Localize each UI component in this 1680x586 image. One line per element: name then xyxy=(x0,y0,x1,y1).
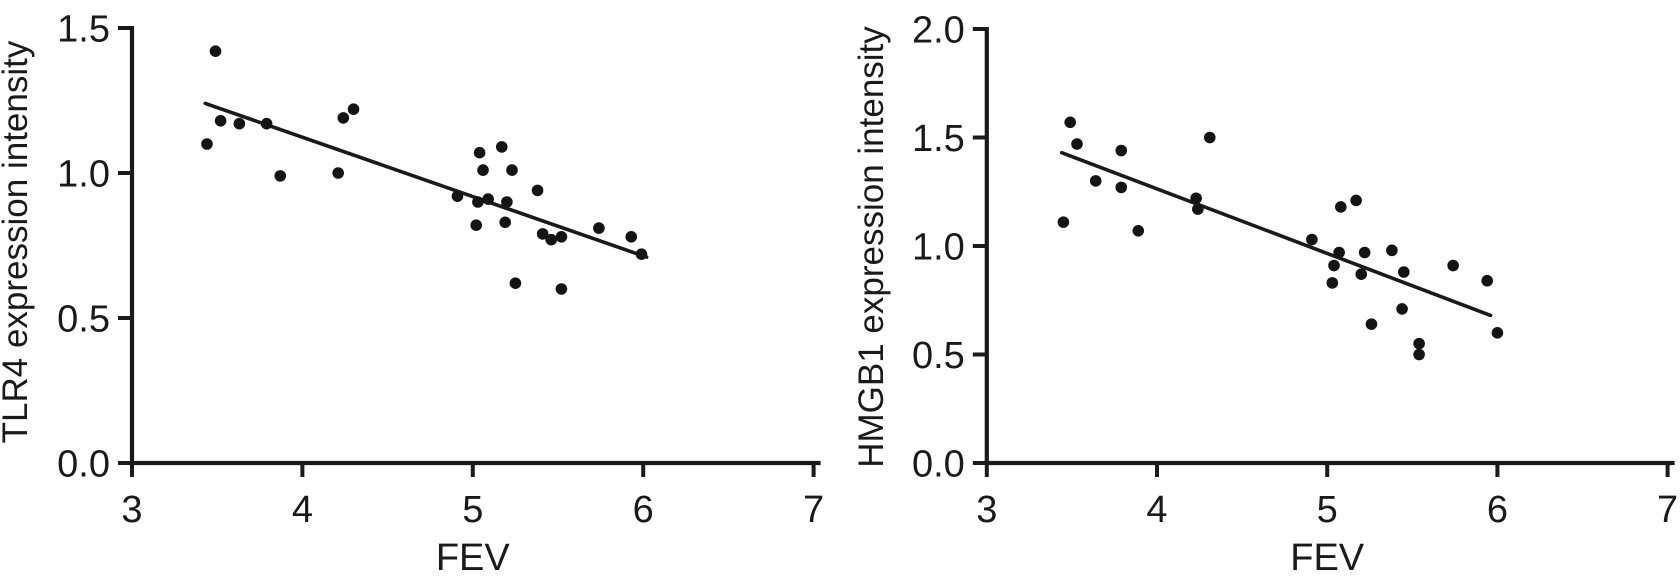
y-tick-label: 0.0 xyxy=(57,444,110,486)
scatter-point xyxy=(625,231,638,243)
scatter-point xyxy=(499,216,511,229)
scatter-point xyxy=(1396,303,1408,315)
scatter-point xyxy=(1413,348,1425,361)
scatter-point xyxy=(1491,327,1504,339)
scatter-point xyxy=(555,231,568,243)
x-tick-label: 5 xyxy=(1317,489,1338,531)
scatter-point xyxy=(214,115,227,127)
scatter-point xyxy=(536,228,549,240)
scatter-point xyxy=(545,233,557,246)
scatter-point xyxy=(509,277,522,290)
x-tick-label: 7 xyxy=(803,489,824,531)
scatter-point xyxy=(495,141,508,153)
scatter-point xyxy=(1203,131,1216,144)
y-tick-label: 0.5 xyxy=(912,335,965,377)
scatter-point xyxy=(1132,225,1145,237)
scatter-point xyxy=(501,196,513,208)
scatter-point xyxy=(1326,277,1339,289)
scatter-point xyxy=(1397,266,1410,278)
tlr4-chart-panel: 3 4 5 6 7 0.0 0.5 1.0 1.5 FEV TLR4 expression inte… xyxy=(0,9,824,580)
x-tick-label: 7 xyxy=(1657,489,1678,531)
y-tick-label: 1.5 xyxy=(57,9,110,51)
x-tick-label: 3 xyxy=(121,489,142,531)
scatter-point xyxy=(1115,144,1128,157)
scatter-point xyxy=(1358,246,1371,259)
scatter-point xyxy=(1089,175,1102,187)
x-axis-title: FEV xyxy=(436,537,511,579)
scatter-point xyxy=(472,196,484,208)
scatter-point xyxy=(337,112,350,124)
x-tick-label: 4 xyxy=(292,489,313,531)
scatter-point xyxy=(506,164,518,176)
scatter-point xyxy=(1355,268,1368,281)
scatter-point xyxy=(332,167,344,179)
scatter-point xyxy=(1306,233,1318,246)
scatter-point xyxy=(347,103,360,115)
scatter-point xyxy=(1071,138,1083,150)
scatter-point xyxy=(1386,244,1398,257)
scatter-point xyxy=(1365,318,1378,330)
scatter-point xyxy=(1333,246,1345,259)
scatter-point xyxy=(1057,216,1070,228)
x-tick-label: 4 xyxy=(1146,489,1167,531)
x-tick-label: 5 xyxy=(462,489,483,531)
scatter-point xyxy=(209,45,222,57)
tlr4-scatter-chart: 3 4 5 6 7 0.0 0.5 1.0 1.5 FEV TLR4 expression inte… xyxy=(0,9,824,580)
scatter-point xyxy=(201,138,213,150)
scatter-point xyxy=(477,164,489,176)
x-tick-label: 6 xyxy=(633,489,654,531)
scatter-point xyxy=(274,170,287,182)
scatter-point xyxy=(555,283,568,295)
y-axis-title: HMGB1 expression intensity xyxy=(852,26,891,468)
scatter-point xyxy=(470,219,483,231)
hmgb1-chart-panel: 3 4 5 6 7 0.0 0.5 1.0 1.5 2.0 FEV HMGB1 expression … xyxy=(840,0,1680,586)
scatter-point xyxy=(593,222,605,234)
y-axis-title: TLR4 expression intensity xyxy=(0,40,35,443)
scatter-point xyxy=(1190,192,1202,205)
scatter-point xyxy=(1115,181,1128,194)
scatter-point xyxy=(531,184,544,197)
scatter-point xyxy=(1328,259,1340,272)
scatter-point xyxy=(1350,194,1362,207)
y-tick-label: 1.5 xyxy=(912,118,965,160)
y-tick-label: 1.0 xyxy=(57,154,110,196)
y-tick-label: 0.0 xyxy=(912,444,965,486)
scatter-point xyxy=(451,190,464,202)
scatter-point xyxy=(1481,274,1493,287)
x-tick-label: 3 xyxy=(976,489,997,531)
regression-line xyxy=(203,101,649,259)
y-tick-label: 2.0 xyxy=(912,10,965,52)
scatter-point xyxy=(1413,337,1425,350)
scatter-point xyxy=(1335,201,1347,213)
scatter-point xyxy=(1064,116,1076,129)
x-axis-title: FEV xyxy=(1290,537,1365,579)
scatter-point xyxy=(1192,203,1204,215)
scatter-point xyxy=(635,248,648,260)
y-tick-label: 0.5 xyxy=(57,299,110,341)
scatter-point xyxy=(260,117,273,130)
regression-line xyxy=(1059,150,1493,318)
x-tick-label: 6 xyxy=(1487,489,1508,531)
scatter-point xyxy=(482,193,494,205)
scatter-point xyxy=(1447,259,1459,272)
hmgb1-scatter-chart: 3 4 5 6 7 0.0 0.5 1.0 1.5 2.0 FEV HMGB1 expression … xyxy=(852,10,1678,580)
scatter-point xyxy=(233,117,246,130)
scatter-point xyxy=(473,146,486,159)
y-tick-label: 1.0 xyxy=(912,227,965,269)
